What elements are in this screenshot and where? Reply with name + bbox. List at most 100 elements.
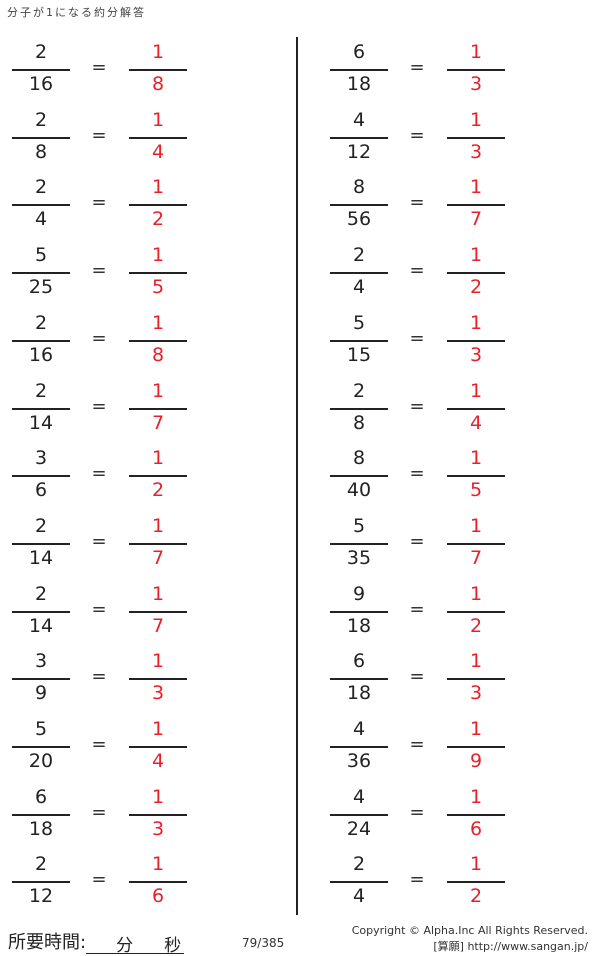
fraction-bar: [129, 475, 187, 478]
numerator: 5: [352, 311, 366, 334]
numerator: 1: [151, 650, 165, 673]
site-link[interactable]: [算願] http://www.sangan.jp/: [433, 940, 588, 953]
fraction-bar: [330, 69, 388, 71]
equals-sign: =: [409, 666, 425, 688]
fraction-bar: [12, 746, 70, 748]
problem-fraction: 2 16: [12, 37, 70, 97]
fraction-bar: [12, 136, 70, 139]
fraction-bar: [447, 610, 505, 613]
equals-sign: =: [91, 666, 107, 688]
denominator: 56: [346, 208, 372, 231]
time-field[interactable]: 分秒: [86, 931, 185, 956]
copyright-block: Copyright © Alpha.Inc All Rights Reserve…: [352, 923, 588, 955]
numerator: 2: [34, 176, 48, 199]
problem-fraction: 2 16: [12, 308, 70, 368]
equals-sign: =: [91, 463, 107, 485]
equals-sign: =: [91, 734, 107, 755]
denominator: 36: [346, 750, 372, 772]
fraction-bar: [129, 339, 187, 342]
denominator: 7: [151, 614, 165, 637]
numerator: 4: [352, 785, 366, 808]
fraction-bar: [129, 407, 187, 410]
fraction-bar: [12, 69, 70, 71]
equals-sign: =: [409, 260, 425, 282]
equals-sign: =: [409, 598, 425, 620]
equals-sign: =: [409, 57, 425, 78]
numerator: 1: [469, 718, 483, 740]
equals-sign: =: [91, 801, 107, 823]
numerator: 6: [352, 650, 366, 673]
denominator: 4: [151, 140, 165, 163]
fraction-bar: [330, 746, 388, 748]
numerator: 3: [34, 650, 48, 673]
denominator: 40: [346, 479, 372, 502]
denominator: 4: [352, 885, 366, 908]
denominator: 18: [346, 73, 372, 95]
denominator: 4: [469, 411, 483, 434]
time-taken: 所要時間: 分秒: [8, 928, 185, 956]
fraction-bar: [129, 204, 187, 207]
numerator: 2: [352, 853, 366, 876]
denominator: 4: [151, 750, 165, 772]
denominator: 12: [346, 140, 372, 163]
fraction-bar: [447, 746, 505, 748]
problem-fraction: 5 15: [330, 308, 388, 368]
problem-fraction: 2 14: [12, 376, 70, 436]
numerator: 1: [151, 379, 165, 402]
denominator: 3: [469, 73, 483, 95]
fraction-bar: [129, 746, 187, 748]
fraction-bar: [330, 813, 388, 816]
numerator: 1: [469, 853, 483, 876]
denominator: 9: [469, 750, 483, 772]
fraction-bar: [12, 610, 70, 613]
numerator: 1: [151, 514, 165, 537]
fraction-bar: [447, 813, 505, 816]
fraction-bar: [129, 69, 187, 71]
denominator: 6: [151, 885, 165, 908]
problem-fraction: 4 12: [330, 105, 388, 165]
problem-fraction: 5 35: [330, 511, 388, 571]
equals-sign: =: [409, 869, 425, 891]
denominator: 9: [34, 682, 48, 705]
fraction-bar: [330, 678, 388, 681]
numerator: 2: [352, 379, 366, 402]
fraction-bar: [129, 542, 187, 545]
numerator: 2: [34, 514, 48, 537]
denominator: 5: [151, 276, 165, 299]
fraction-bar: [447, 475, 505, 478]
fraction-bar: [330, 204, 388, 207]
numerator: 1: [469, 379, 483, 402]
numerator: 2: [34, 379, 48, 402]
numerator: 4: [352, 108, 366, 131]
page-number: 79/385: [242, 936, 285, 950]
denominator: 3: [151, 817, 165, 840]
denominator: 3: [469, 140, 483, 163]
equals-sign: =: [409, 192, 425, 214]
denominator: 18: [346, 682, 372, 705]
numerator: 8: [352, 176, 366, 199]
problem-fraction: 6 18: [12, 782, 70, 842]
fraction-bar: [330, 272, 388, 275]
numerator: 2: [34, 853, 48, 876]
denominator: 7: [469, 208, 483, 231]
numerator: 5: [352, 514, 366, 537]
numerator: 1: [469, 582, 483, 605]
equals-sign: =: [409, 395, 425, 417]
fraction-bar: [129, 610, 187, 613]
numerator: 1: [469, 650, 483, 673]
numerator: 1: [469, 244, 483, 267]
fraction-bar: [447, 881, 505, 884]
